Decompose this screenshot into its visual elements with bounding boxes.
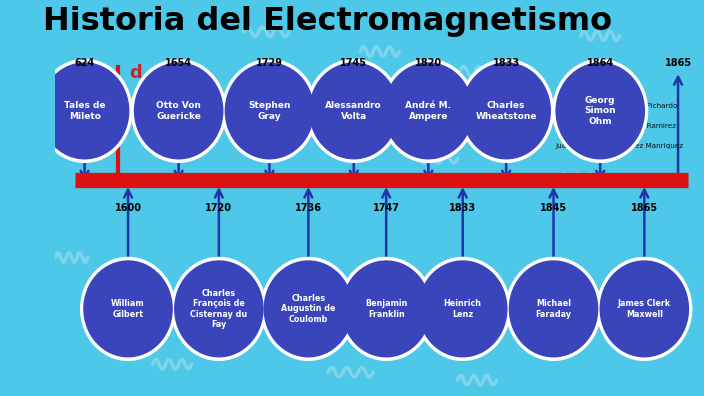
Ellipse shape — [381, 59, 476, 162]
Text: Historia del Electromagnetismo: Historia del Electromagnetismo — [43, 6, 612, 37]
Ellipse shape — [81, 257, 175, 360]
Ellipse shape — [419, 261, 507, 357]
Text: Stephen
Gray: Stephen Gray — [249, 101, 291, 120]
Ellipse shape — [41, 63, 129, 159]
Text: a. C.: a. C. — [65, 64, 111, 82]
Ellipse shape — [601, 261, 689, 357]
Ellipse shape — [306, 59, 401, 162]
Text: Charles
Wheatstone: Charles Wheatstone — [475, 101, 537, 120]
Text: 1864: 1864 — [586, 58, 614, 69]
Ellipse shape — [597, 257, 691, 360]
Ellipse shape — [310, 63, 398, 159]
Ellipse shape — [172, 257, 266, 360]
Text: Heinrich
Lenz: Heinrich Lenz — [444, 299, 482, 318]
Text: Michael
Faraday: Michael Faraday — [536, 299, 572, 318]
Text: Charles
Augustin de
Coulomb: Charles Augustin de Coulomb — [281, 294, 336, 324]
Text: William
Gilbert: William Gilbert — [111, 299, 145, 318]
Ellipse shape — [84, 261, 172, 357]
Text: 1720: 1720 — [206, 203, 232, 213]
Text: 624: 624 — [75, 58, 95, 69]
Text: Alessandro
Volta: Alessandro Volta — [325, 101, 382, 120]
Text: 1729: 1729 — [256, 58, 283, 69]
Ellipse shape — [134, 63, 222, 159]
Ellipse shape — [459, 59, 553, 162]
Text: 1745: 1745 — [340, 58, 367, 69]
Text: Maria Guadalupe Avizu Pichardo: Maria Guadalupe Avizu Pichardo — [562, 103, 678, 109]
Text: 1865: 1865 — [665, 58, 691, 69]
Text: 1833: 1833 — [449, 203, 477, 213]
Text: 1747: 1747 — [372, 203, 400, 213]
Ellipse shape — [462, 63, 551, 159]
Ellipse shape — [556, 63, 644, 159]
Text: André M.
Ampere: André M. Ampere — [406, 101, 451, 120]
Ellipse shape — [222, 59, 317, 162]
Ellipse shape — [37, 59, 132, 162]
Ellipse shape — [553, 59, 648, 162]
Ellipse shape — [175, 261, 263, 357]
Text: Georg
Simon
Ohm: Georg Simon Ohm — [584, 96, 616, 126]
Text: 1600: 1600 — [115, 203, 142, 213]
Text: 1865: 1865 — [631, 203, 658, 213]
Text: 1654: 1654 — [165, 58, 192, 69]
Ellipse shape — [384, 63, 472, 159]
Text: 1845: 1845 — [540, 203, 567, 213]
Text: Benjamin
Franklin: Benjamin Franklin — [365, 299, 408, 318]
Ellipse shape — [131, 59, 226, 162]
Ellipse shape — [506, 257, 601, 360]
Text: Otto Von
Guericke: Otto Von Guericke — [156, 101, 201, 120]
Ellipse shape — [342, 261, 430, 357]
Text: 1820: 1820 — [415, 58, 442, 69]
Text: 1736: 1736 — [295, 203, 322, 213]
Ellipse shape — [510, 261, 598, 357]
Ellipse shape — [415, 257, 510, 360]
Ellipse shape — [261, 257, 356, 360]
Ellipse shape — [264, 261, 353, 357]
Text: Charles
François de
Cisternay du
Fay: Charles François de Cisternay du Fay — [190, 289, 247, 329]
Ellipse shape — [225, 63, 313, 159]
Text: Luis Gerardo Villarruel Ramirez: Luis Gerardo Villarruel Ramirez — [564, 123, 676, 129]
Text: 1833: 1833 — [493, 58, 520, 69]
Text: Tales de
Mileto: Tales de Mileto — [64, 101, 106, 120]
Text: d. C.: d. C. — [130, 64, 176, 82]
Text: James Clerk
Maxwell: James Clerk Maxwell — [617, 299, 671, 318]
Text: Juan de Dios Dominguez Manriquez: Juan de Dios Dominguez Manriquez — [555, 143, 684, 148]
Ellipse shape — [339, 257, 434, 360]
